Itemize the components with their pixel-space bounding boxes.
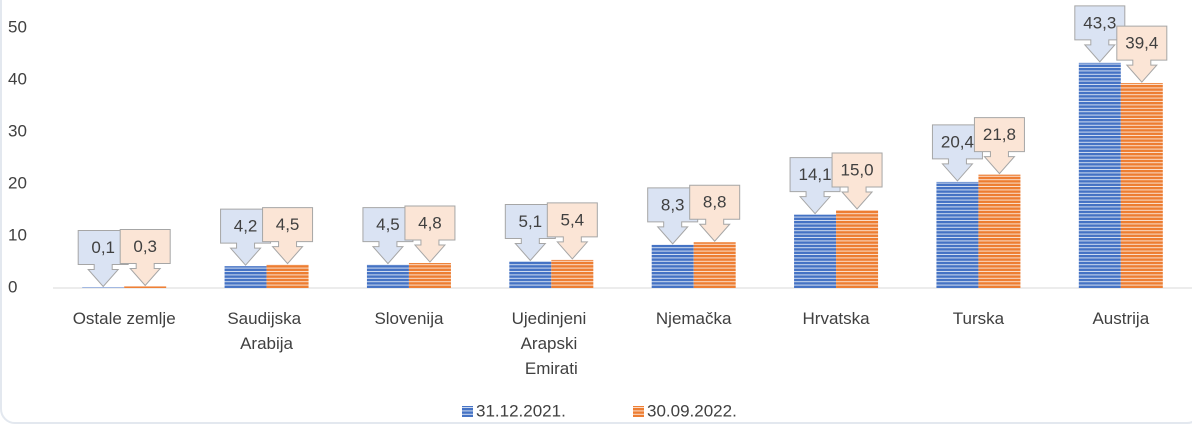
- data-label: 0,3: [133, 237, 157, 256]
- x-tick-label: Austrija: [1092, 309, 1149, 328]
- x-tick-label: Ujedinjeni Arapski Emirati: [512, 309, 591, 378]
- bar: [224, 266, 267, 288]
- bar: [82, 287, 125, 288]
- data-label: 20,4: [941, 132, 974, 151]
- x-tick-label: Ostale zemlje: [73, 309, 176, 328]
- x-tick-label: Saudijska Arabija: [227, 309, 305, 353]
- callout: [404, 205, 456, 263]
- bar: [1120, 83, 1163, 289]
- callout: [689, 184, 741, 242]
- y-tick-label: 30: [8, 121, 27, 140]
- bar: [1078, 62, 1121, 289]
- x-tick-label: Slovenija: [374, 309, 444, 328]
- y-tick-label: 0: [8, 277, 17, 296]
- bar: [693, 242, 736, 288]
- x-tick-label: Hrvatska: [803, 309, 871, 328]
- data-label: 21,8: [983, 125, 1016, 144]
- bar: [651, 244, 694, 288]
- legend-label: 31.12.2021.: [476, 401, 566, 420]
- data-label: 5,4: [560, 210, 584, 229]
- bar: [408, 263, 451, 288]
- x-tick-label: Turska: [953, 309, 1005, 328]
- data-label: 14,1: [799, 165, 832, 184]
- data-label: 15,0: [841, 160, 874, 179]
- data-label: 8,8: [703, 193, 727, 212]
- bar: [836, 210, 879, 288]
- data-label: 39,4: [1125, 34, 1158, 53]
- data-label: 4,5: [276, 215, 300, 234]
- callout: [931, 124, 983, 182]
- bar: [266, 264, 309, 288]
- callout: [262, 207, 314, 265]
- y-tick-label: 50: [8, 17, 27, 36]
- bar: [936, 181, 979, 288]
- data-label: 4,5: [376, 215, 400, 234]
- bar: [124, 286, 167, 288]
- legend-swatch: [633, 406, 644, 417]
- bar: [509, 261, 552, 288]
- y-tick-label: 20: [8, 173, 27, 192]
- callout: [546, 202, 598, 260]
- data-label: 8,3: [661, 195, 685, 214]
- data-label: 0,1: [91, 238, 115, 257]
- data-label: 4,2: [234, 217, 258, 236]
- callout: [831, 152, 883, 210]
- data-label: 43,3: [1083, 13, 1116, 32]
- legend-swatch: [462, 406, 473, 417]
- callout: [973, 117, 1025, 175]
- y-tick-label: 40: [8, 69, 27, 88]
- legend-label: 30.09.2022.: [647, 401, 737, 420]
- bar: [366, 264, 409, 288]
- bar: [794, 214, 837, 288]
- data-label: 5,1: [518, 212, 542, 231]
- data-label: 4,8: [418, 214, 442, 233]
- callout: [1116, 25, 1168, 83]
- bar: [551, 259, 594, 288]
- bar: [978, 174, 1021, 288]
- callout: [119, 228, 171, 287]
- y-tick-label: 10: [8, 225, 27, 244]
- x-tick-label: Njemačka: [656, 309, 732, 328]
